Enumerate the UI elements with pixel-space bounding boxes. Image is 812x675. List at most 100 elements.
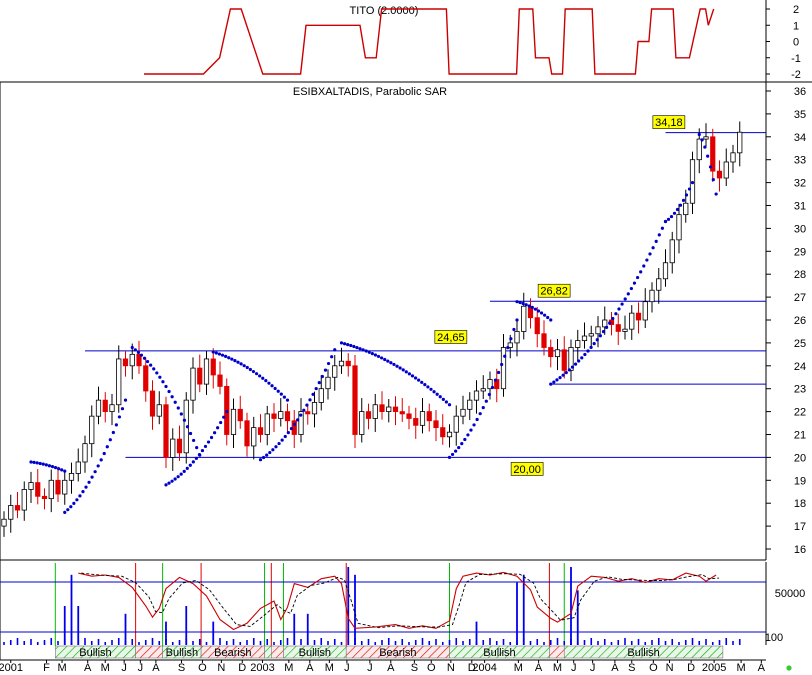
sar-dot [271, 448, 275, 452]
x-tick-label: A [152, 662, 160, 674]
sar-dot [435, 392, 439, 396]
sar-dot [130, 345, 134, 350]
x-tick-label: M [101, 662, 110, 674]
sar-dot [185, 425, 190, 429]
price-panel: 36 35 34 33 32 31 30 29 28 27 26 25 24 23 22 21 20 19 18 17… [1, 86, 806, 556]
level-label-4: 20,00 [513, 464, 541, 476]
sar-dot [457, 445, 461, 450]
x-tick-label: J [344, 662, 350, 674]
sar-dot [478, 412, 482, 416]
price-y-tick-label: 27 [794, 292, 806, 304]
candle-body [716, 170, 723, 179]
sar-dot [487, 392, 491, 397]
sar-dot [367, 350, 371, 354]
sar-dot [389, 361, 393, 365]
sar-dot [524, 303, 528, 307]
candle-body [244, 420, 250, 447]
x-tick-label: A [611, 662, 619, 674]
candle-body [35, 482, 41, 497]
candle-body [75, 461, 81, 474]
sar-dot [227, 356, 231, 360]
sar-dot [413, 376, 418, 380]
candle-body [629, 312, 635, 330]
sar-dot [614, 312, 618, 316]
sar-dot [703, 145, 707, 149]
price-y-tick-label: 19 [794, 475, 806, 487]
sar-dot [224, 354, 228, 359]
sar-dot [203, 444, 208, 449]
sar-dot [96, 464, 100, 468]
sar-dot [530, 305, 534, 310]
sar-dot [35, 461, 39, 465]
sar-dot [666, 217, 671, 221]
sar-dot [299, 413, 303, 417]
sar-dot [220, 353, 225, 357]
sar-dot [420, 380, 424, 384]
sar-dot [684, 193, 689, 197]
sar-dot [481, 405, 485, 410]
candle-body [656, 278, 662, 291]
candle-body [683, 202, 689, 216]
candle-body [419, 411, 426, 426]
sar-dot [149, 363, 153, 367]
sar-dot [323, 368, 328, 372]
sar-dot [273, 386, 277, 391]
sar-dot [217, 352, 222, 356]
tito-y-tick-label: 0 [793, 37, 799, 49]
sar-dot [145, 359, 150, 364]
sar-dot [454, 449, 458, 453]
sar-dot [592, 342, 596, 346]
price-y-tick-label: 31 [794, 201, 806, 213]
x-tick-label: D [468, 662, 476, 674]
candle-body [561, 349, 567, 371]
sar-dot [214, 351, 218, 355]
sar-dot [164, 384, 168, 389]
candle-body [730, 152, 736, 163]
sar-dot [286, 431, 290, 435]
price-y-tick-label: 34 [794, 132, 806, 144]
price-y-tick-label: 30 [794, 223, 806, 235]
sar-dot [188, 463, 192, 467]
sar-dot [242, 364, 246, 368]
x-tick-label: M [553, 662, 562, 674]
sar-dot [216, 426, 220, 430]
sar-dot [407, 372, 411, 376]
sar-dot [549, 318, 553, 322]
price-y-tick-label: 28 [794, 269, 806, 281]
price-y-tick-label: 23 [794, 384, 806, 396]
sar-dot [506, 346, 510, 350]
sar-dot [423, 383, 427, 387]
sar-dot [276, 389, 280, 393]
sar-dot [69, 505, 73, 509]
sar-dot [164, 483, 168, 487]
sar-dot [484, 399, 488, 403]
sar-dot [438, 395, 442, 399]
sar-dot [311, 392, 315, 396]
sar-dot [441, 397, 445, 401]
sar-dot [543, 313, 547, 317]
sar-dot [63, 510, 67, 514]
candle-body [170, 438, 176, 458]
sar-dot [521, 301, 525, 306]
candle-body [163, 404, 169, 458]
x-tick-label: J [121, 662, 127, 674]
x-tick-label: J [367, 662, 373, 674]
candle-body [507, 342, 513, 348]
sar-dot [230, 357, 234, 361]
candle-body [703, 136, 709, 140]
price-y-tick-label: 25 [794, 338, 806, 350]
level-label-box [652, 115, 686, 129]
candle-body [554, 349, 561, 358]
sar-dot [81, 490, 85, 494]
candle-body [1, 518, 7, 527]
sar-dot [182, 418, 187, 422]
sar-dot [690, 181, 695, 185]
sar-dot [155, 371, 159, 375]
x-tick-label: O [198, 662, 207, 674]
sar-dot [711, 177, 715, 182]
sar-dot [450, 452, 455, 457]
candle-body [41, 495, 48, 500]
sar-dot [533, 307, 538, 311]
candle-body [143, 365, 149, 392]
x-tick-label: 2004 [472, 662, 496, 674]
